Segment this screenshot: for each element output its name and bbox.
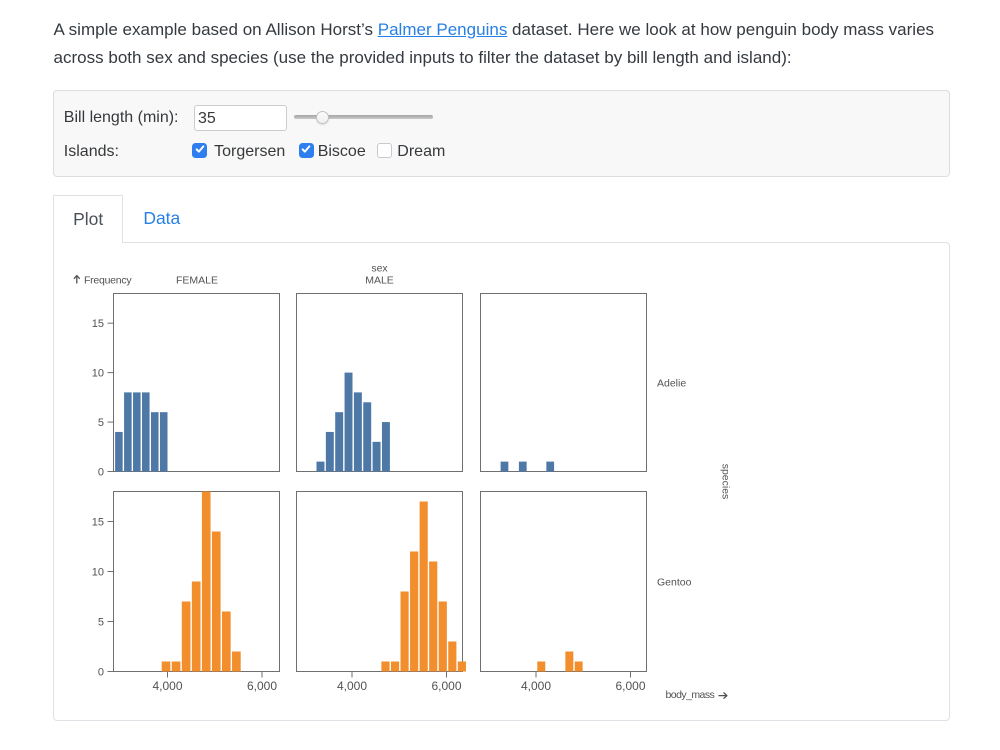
svg-text:5: 5 bbox=[98, 417, 104, 429]
svg-text:species: species bbox=[720, 464, 732, 500]
svg-text:Adelie: Adelie bbox=[657, 378, 686, 390]
svg-text:4,000: 4,000 bbox=[337, 679, 367, 693]
svg-text:15: 15 bbox=[92, 318, 104, 330]
svg-text:4,000: 4,000 bbox=[521, 679, 551, 693]
svg-text:Frequency: Frequency bbox=[84, 275, 132, 287]
svg-text:15: 15 bbox=[92, 516, 104, 528]
svg-text:0: 0 bbox=[98, 666, 104, 678]
svg-text:6,000: 6,000 bbox=[615, 679, 645, 693]
svg-text:MALE: MALE bbox=[365, 275, 394, 287]
svg-text:Gentoo: Gentoo bbox=[657, 577, 692, 589]
svg-text:0: 0 bbox=[98, 466, 104, 478]
svg-text:6,000: 6,000 bbox=[431, 679, 461, 693]
svg-text:6,000: 6,000 bbox=[247, 679, 277, 693]
svg-text:sex: sex bbox=[371, 263, 388, 275]
svg-text:10: 10 bbox=[92, 566, 104, 578]
svg-text:body_mass: body_mass bbox=[666, 689, 715, 701]
svg-text:FEMALE: FEMALE bbox=[176, 275, 218, 287]
svg-text:5: 5 bbox=[98, 616, 104, 628]
svg-text:10: 10 bbox=[92, 367, 104, 379]
svg-text:4,000: 4,000 bbox=[152, 679, 182, 693]
